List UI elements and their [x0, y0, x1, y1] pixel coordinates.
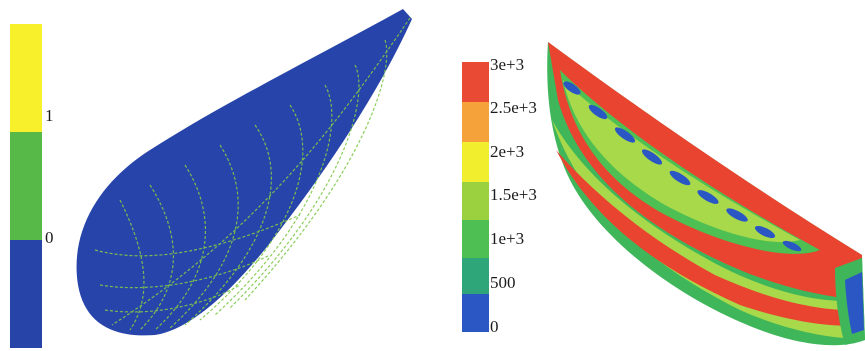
legend-band-lightgreen: [462, 182, 489, 220]
right-legend-tick-500: 500: [490, 273, 516, 292]
legend-band-yellow: [462, 142, 489, 182]
right-legend-tick-0: 0: [490, 317, 499, 336]
right-legend-tick-1e3: 1e+3: [490, 229, 525, 248]
right-legend-tick-2e3: 2e+3: [490, 142, 525, 161]
left-legend-tick-1: 1: [45, 106, 54, 125]
legend-band-green: [10, 132, 42, 240]
legend-band-green: [462, 220, 489, 258]
left-color-legend: [10, 24, 42, 348]
legend-band-red: [462, 62, 489, 102]
legend-band-yellow: [10, 24, 42, 132]
legend-band-teal: [462, 258, 489, 294]
legend-band-blue: [10, 240, 42, 348]
right-legend-tick-1_5e3: 1.5e+3: [490, 185, 537, 204]
legend-band-blue: [462, 294, 489, 332]
left-hull-mesh: [94, 17, 411, 331]
legend-band-orange: [462, 102, 489, 142]
right-color-legend: [462, 62, 489, 332]
left-legend-tick-0: 0: [45, 228, 54, 247]
right-legend-tick-3e3: 3e+3: [490, 55, 525, 74]
right-hull-surface: [547, 42, 865, 346]
right-legend-tick-2_5e3: 2.5e+3: [490, 98, 537, 117]
